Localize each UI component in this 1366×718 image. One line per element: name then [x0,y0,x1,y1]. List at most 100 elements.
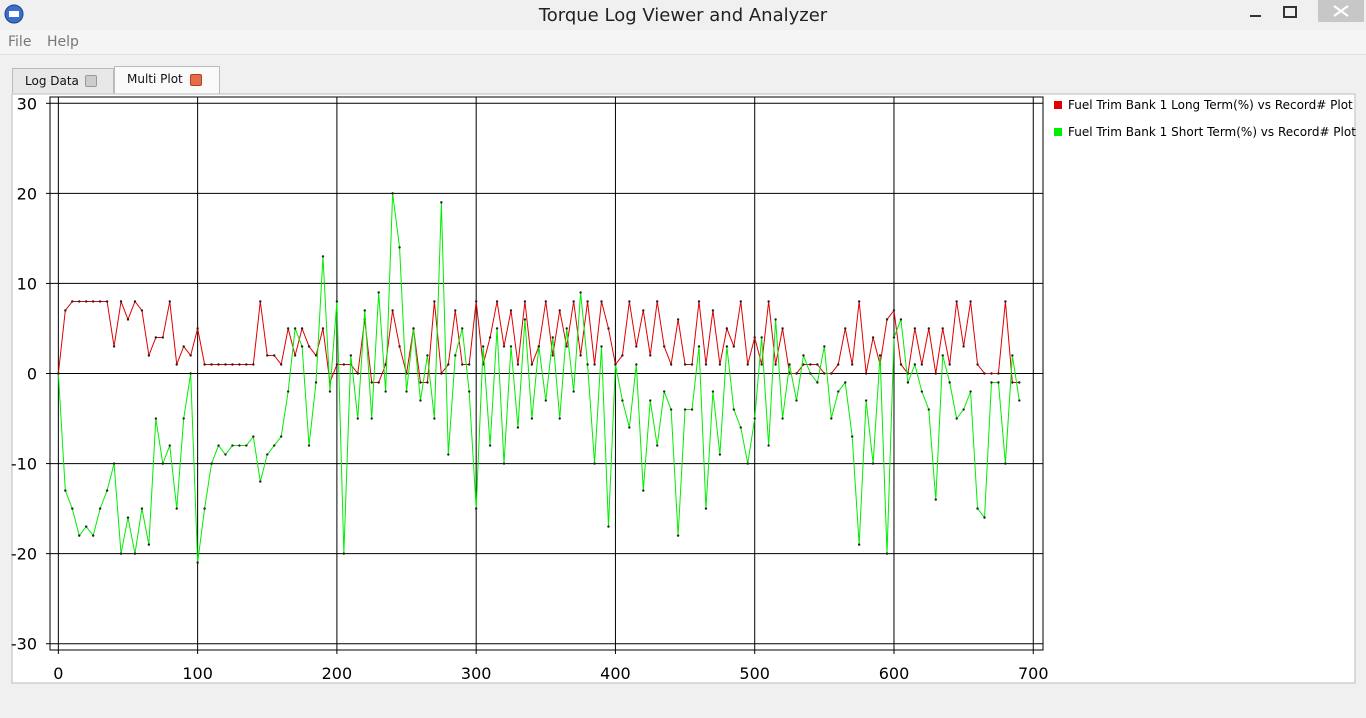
data-point [844,327,847,330]
x-tick-label: 600 [879,664,910,683]
data-point [356,417,359,420]
data-point [649,354,652,357]
data-point [119,300,123,303]
data-point [906,372,910,375]
series-line [57,193,1020,563]
data-point [328,390,332,393]
data-point [635,363,638,366]
data-point [892,336,896,339]
data-point [391,192,394,195]
data-point [642,489,645,492]
data-point [962,345,965,348]
data-point [273,354,276,357]
y-tick-label: 0 [27,365,37,384]
data-point [558,309,561,312]
y-tick-label: 20 [17,184,37,203]
data-point [628,300,631,303]
data-point [78,534,81,537]
data-point [669,408,673,411]
data-point [990,381,993,384]
data-point [600,300,603,303]
data-point [593,363,596,366]
data-point [997,381,1000,384]
data-point [314,381,318,384]
data-point [454,309,457,312]
data-point [530,363,534,366]
data-point [279,363,283,366]
window-title: Torque Log Viewer and Analyzer [538,5,828,26]
data-point [621,354,624,357]
data-point [1004,462,1007,465]
app-icon [4,4,24,24]
legend-swatch [1054,101,1062,109]
data-point [579,291,582,294]
data-point [795,372,798,375]
data-point [321,255,325,258]
data-point [474,507,478,510]
data-point [105,489,109,492]
data-point [405,372,408,375]
data-point [878,354,882,357]
data-point [809,363,812,366]
data-point [328,381,332,384]
data-point [321,327,325,330]
data-point [168,300,171,303]
data-point [683,408,687,411]
data-point [990,372,993,375]
data-point [823,372,826,375]
menu-item[interactable]: Help [47,34,79,50]
data-point [642,309,645,312]
data-point [781,417,784,420]
data-point [593,462,596,465]
data-point [899,363,903,366]
data-point [286,327,290,330]
data-point [864,399,868,402]
data-point [516,363,520,366]
data-point [690,408,694,411]
title-bar: Torque Log Viewer and Analyzer [0,0,1366,30]
data-point [64,489,67,492]
data-point [732,408,736,411]
data-point [293,354,297,357]
data-point [920,363,924,366]
data-point [941,354,944,357]
data-point [154,336,158,339]
data-point [635,345,638,348]
data-point [725,345,729,348]
data-point [273,444,276,447]
data-point [468,363,471,366]
data-point [71,507,74,510]
tab[interactable]: Multi Plot [114,66,220,94]
data-point [474,300,478,303]
data-point [774,363,777,366]
data-point [767,444,770,447]
data-point [279,435,283,438]
data-point [607,327,610,330]
data-point [398,246,401,249]
menu-item[interactable]: File [8,34,32,50]
data-point [231,363,234,366]
data-point [412,327,415,330]
data-point [551,354,554,357]
tab-close[interactable] [85,75,97,87]
data-point [189,372,192,375]
x-tick-label: 700 [1018,664,1049,683]
data-point [349,363,353,366]
data-point [656,300,659,303]
data-point [837,390,840,393]
plot-panel [11,93,1356,684]
data-point [231,444,234,447]
data-point [572,390,575,393]
data-point [614,363,617,366]
window-controls[interactable] [1226,0,1366,30]
tab-close[interactable] [190,74,202,86]
tab[interactable]: Log Data [12,68,114,93]
data-point [391,309,394,312]
data-point [558,417,561,420]
series [57,299,1021,384]
data-point [565,345,568,348]
data-point [683,363,687,366]
data-point [934,372,937,375]
data-point [1018,399,1021,402]
